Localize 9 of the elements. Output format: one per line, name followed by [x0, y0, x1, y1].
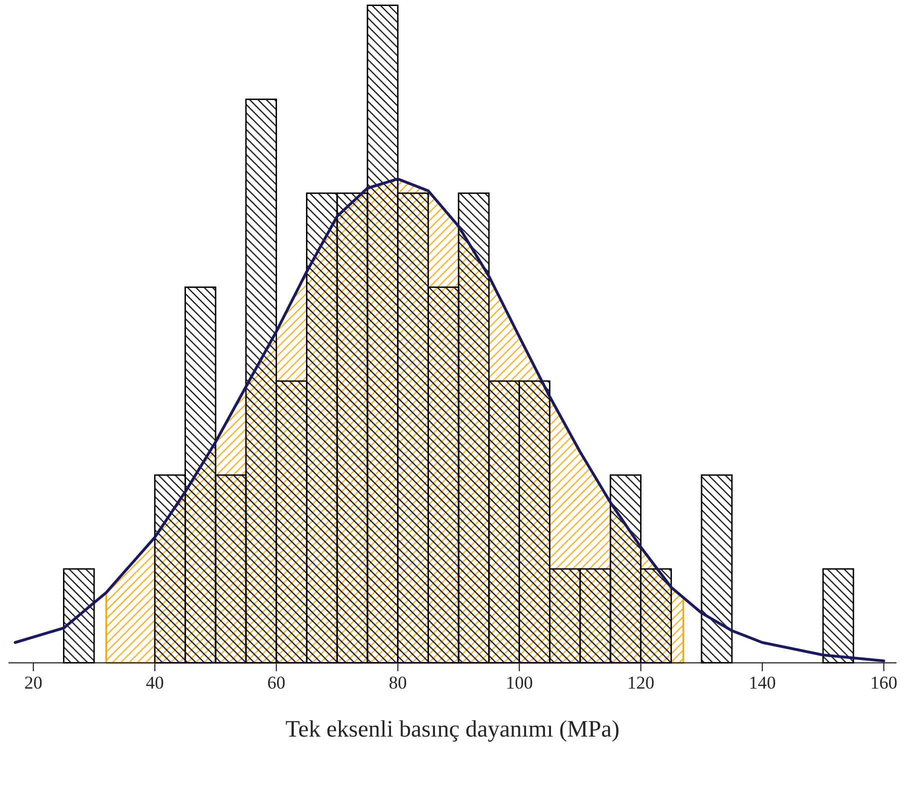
x-tick-label: 140 — [750, 676, 776, 689]
x-tick-label: 100 — [507, 676, 532, 689]
x-axis-title: Tek eksenli basınç dayanımı (MPa) — [286, 720, 618, 742]
x-tick-label: 120 — [628, 676, 654, 689]
x-tick-label: 160 — [872, 676, 897, 689]
x-tick-label: 60 — [268, 676, 285, 689]
x-tick-label: 40 — [146, 676, 164, 689]
x-tick-label: 20 — [25, 676, 42, 689]
x-tick-label: 80 — [389, 676, 406, 689]
